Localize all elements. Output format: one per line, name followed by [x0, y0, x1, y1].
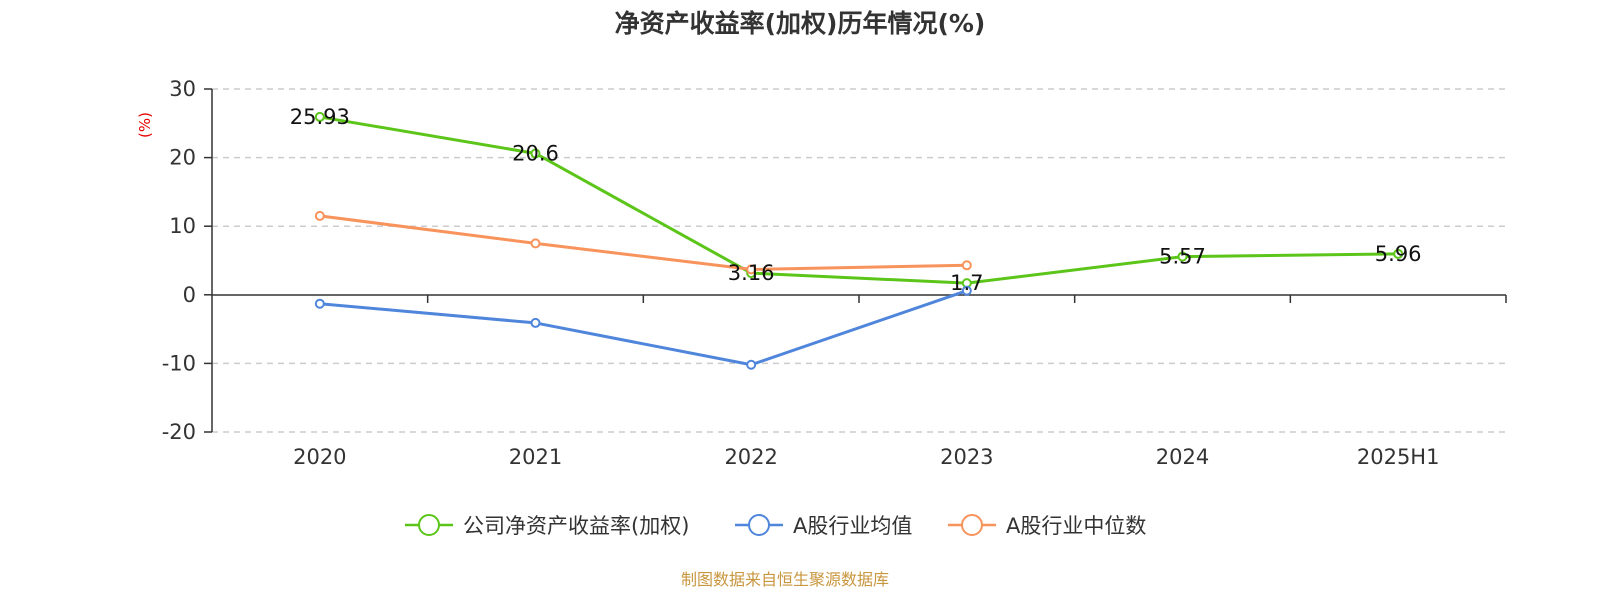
x-tick-label: 2022	[724, 445, 777, 469]
legend-marker	[961, 514, 983, 536]
chart-title: 净资产收益率(加权)历年情况(%)	[615, 9, 986, 38]
data-label: 5.96	[1375, 242, 1422, 266]
data-label: 5.57	[1159, 245, 1206, 269]
data-label: 20.6	[512, 141, 559, 165]
legend-item-2[interactable]: A股行业中位数	[948, 514, 1146, 538]
legend-marker	[418, 514, 440, 536]
series-line-0	[319, 115, 1399, 285]
data-point[interactable]	[746, 359, 757, 370]
data-label: 3.16	[728, 261, 775, 285]
y-axis-unit-label: (%)	[136, 112, 154, 138]
x-tick-label: 2023	[940, 445, 993, 469]
legend-label: A股行业均值	[793, 514, 912, 538]
x-tick-label: 2021	[509, 445, 562, 469]
data-label: 25.93	[290, 105, 350, 129]
y-tick-label: 10	[169, 214, 196, 238]
data-point[interactable]	[961, 260, 972, 271]
legend-item-0[interactable]: 公司净资产收益率(加权)	[405, 514, 689, 538]
y-tick-label: -20	[162, 420, 196, 444]
y-tick-label: -10	[162, 351, 196, 375]
data-point[interactable]	[1393, 248, 1404, 259]
data-point[interactable]	[530, 317, 541, 328]
legend-item-1[interactable]: A股行业均值	[735, 514, 912, 538]
legend[interactable]: 公司净资产收益率(加权) A股行业均值 A股行业中位数	[405, 514, 1146, 538]
x-tick-label: 2024	[1156, 445, 1209, 469]
data-point[interactable]	[314, 210, 325, 221]
data-point[interactable]	[530, 148, 541, 159]
series-lines	[314, 111, 1404, 370]
data-point[interactable]	[314, 298, 325, 309]
data-point[interactable]	[530, 238, 541, 249]
data-point[interactable]	[961, 285, 972, 296]
x-tick-label: 2025H1	[1357, 445, 1440, 469]
legend-marker	[748, 514, 770, 536]
y-tick-label: 30	[169, 77, 196, 101]
legend-label: A股行业中位数	[1006, 514, 1146, 538]
data-labels: 25.93 20.6 3.16 1.7 5.57 5.96	[290, 105, 1422, 295]
data-point[interactable]	[314, 111, 325, 122]
data-point[interactable]	[746, 264, 757, 275]
data-source-note: 制图数据来自恒生聚源数据库	[681, 570, 889, 589]
axes: 30 20 10 0 -10 -20 2020 2021 2022 2023 2024 2025H1	[162, 77, 1507, 469]
grid-lines	[212, 88, 1506, 433]
y-tick-label: 20	[169, 146, 196, 170]
series-line-1	[319, 289, 968, 367]
x-tick-label: 2020	[293, 445, 346, 469]
data-label: 1.7	[950, 271, 983, 295]
y-tick-label: 0	[183, 283, 196, 307]
legend-label: 公司净资产收益率(加权)	[463, 514, 689, 538]
series-line-2	[319, 214, 967, 271]
data-point[interactable]	[1177, 251, 1188, 262]
